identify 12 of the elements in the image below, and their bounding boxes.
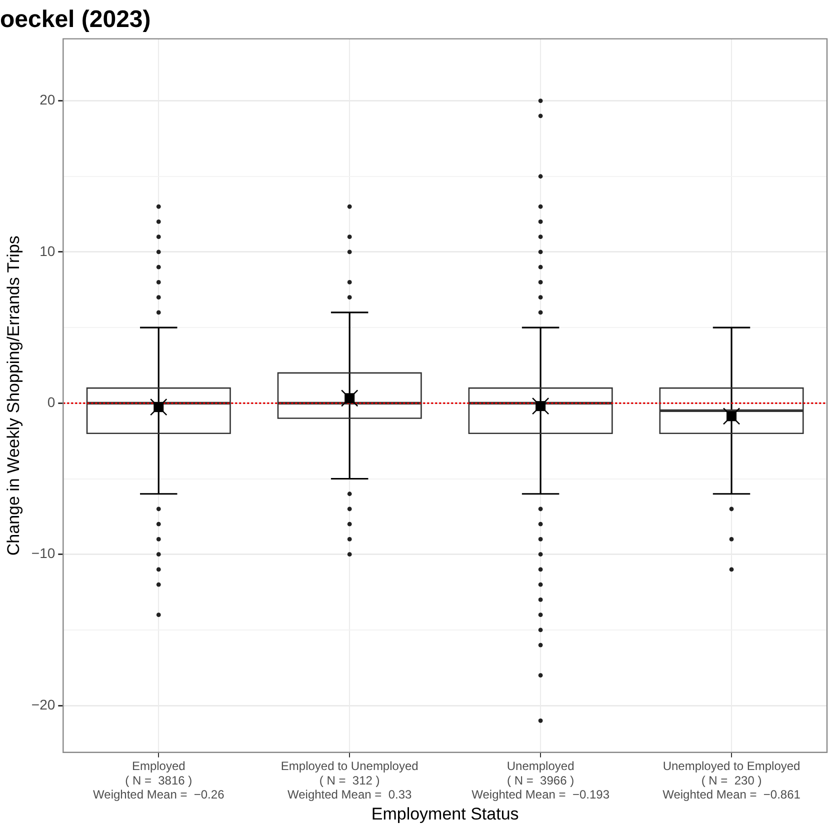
- x-tick-label: Unemployed to Employed ( N = 230 ) Weighted Mean = −0.861: [662, 758, 801, 802]
- y-tick-label: 20: [40, 92, 56, 108]
- x-tick-label: Unemployed ( N = 3966 ) Weighted Mean = −0.193: [472, 758, 610, 802]
- x-axis-title: Employment Status: [371, 804, 519, 824]
- y-axis-title: Change in Weekly Shopping/Errands Trips: [4, 236, 23, 556]
- y-tick-label: −10: [31, 545, 56, 562]
- y-tick-label: 0: [47, 394, 56, 410]
- chart-title: oeckel (2023): [0, 6, 151, 34]
- y-tick-label: −20: [31, 696, 56, 712]
- y-tick-label: 10: [40, 242, 56, 259]
- x-tick-label: Employed ( N = 3816 ) Weighted Mean = −0.26: [93, 758, 225, 802]
- x-tick-label: Employed to Unemployed ( N = 312 ) Weighted Mean = 0.33: [280, 758, 418, 802]
